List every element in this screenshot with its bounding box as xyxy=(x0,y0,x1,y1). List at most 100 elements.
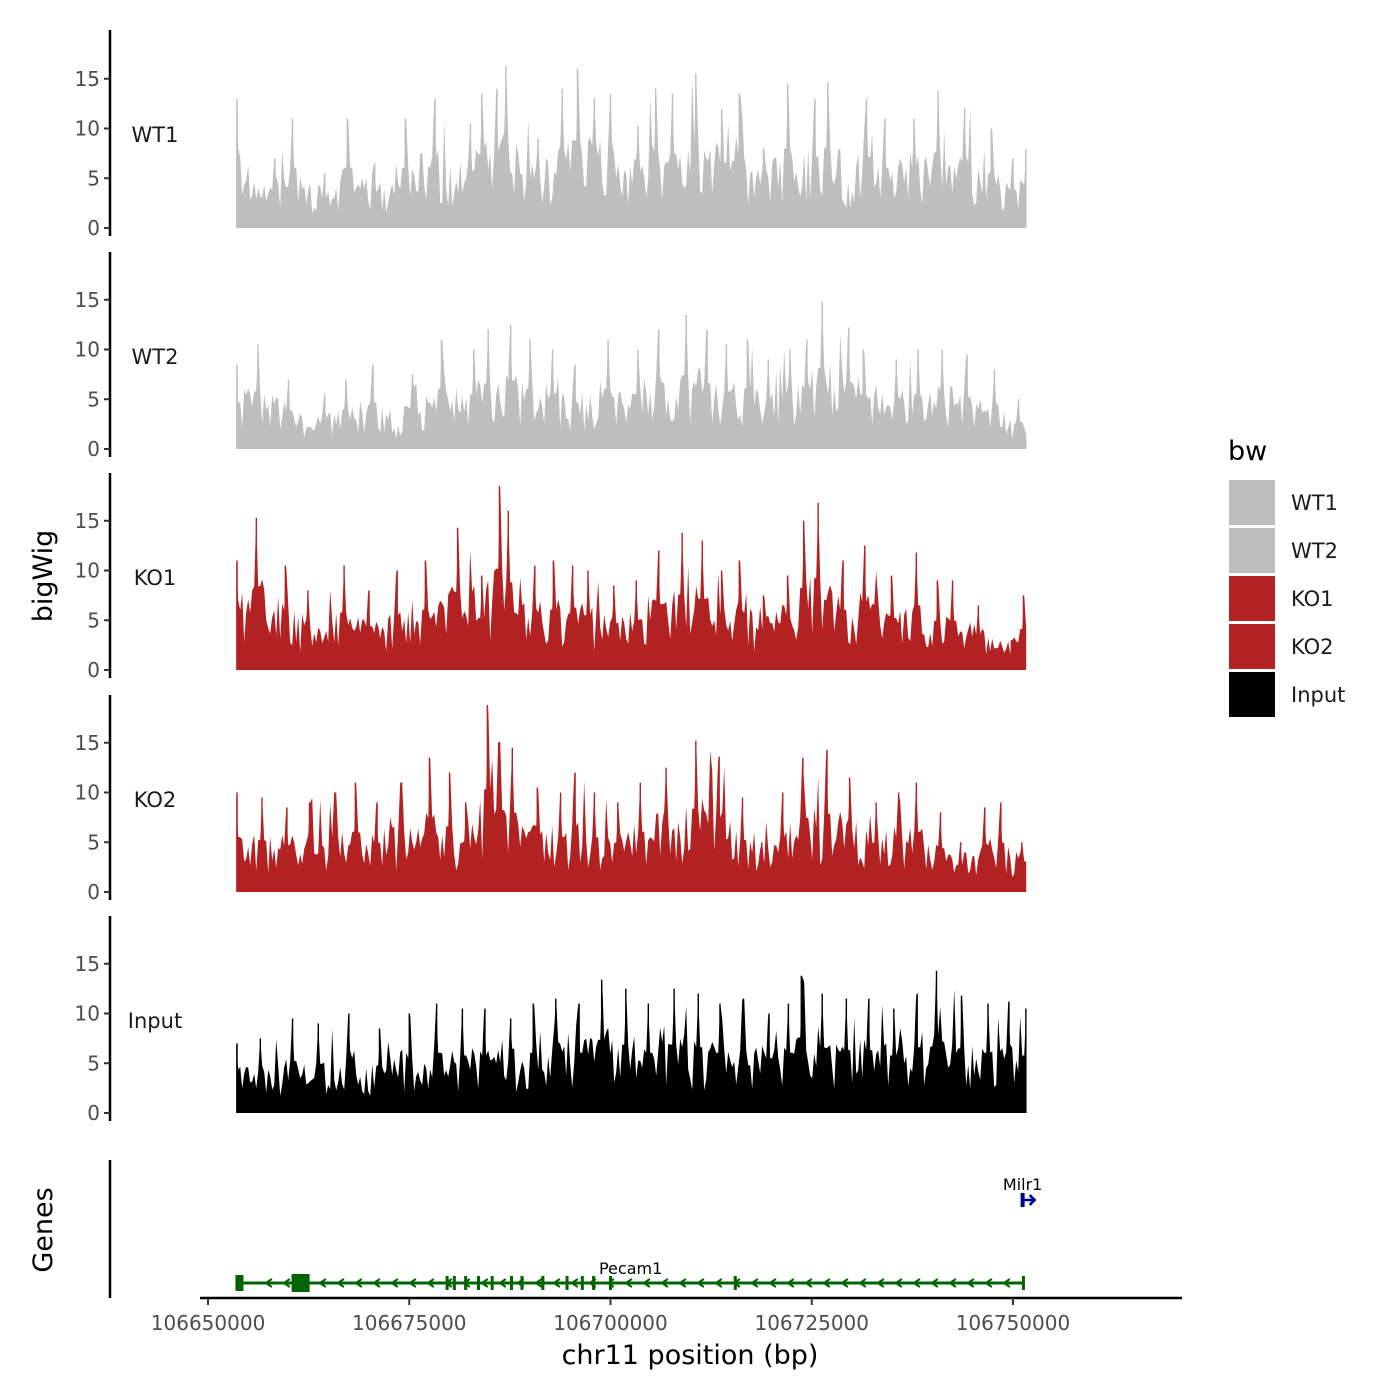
strand-arrow xyxy=(840,1278,849,1288)
legend-swatch xyxy=(1229,528,1275,573)
legend-swatch xyxy=(1229,672,1275,717)
track-label-wt1: WT1 xyxy=(132,123,179,147)
strand-arrow xyxy=(552,1278,561,1288)
bigwig-tracks: 0 5 10 15 WT1 0 5 10 15 WT2 0 5 10 15 KO1 0 5 10 15 KO2 0 5 10… xyxy=(75,30,1027,1125)
y-axis-title-genes: Genes xyxy=(28,1187,59,1272)
y-axis-title-bigwig: bigWig xyxy=(28,530,59,623)
signal-area-ko2 xyxy=(236,704,1027,892)
exon xyxy=(580,1276,584,1290)
y-tick-label: 0 xyxy=(87,216,100,240)
strand-arrow xyxy=(462,1278,471,1288)
exon xyxy=(565,1276,569,1290)
track-label-ko1: KO1 xyxy=(134,566,177,590)
strand-arrow xyxy=(876,1278,885,1288)
track-wt2: 0 5 10 15 WT2 xyxy=(75,252,1027,461)
y-tick-label: 0 xyxy=(87,1101,100,1125)
track-label-input: Input xyxy=(128,1009,182,1033)
exon xyxy=(445,1276,449,1290)
exon xyxy=(733,1276,737,1290)
exon xyxy=(1021,1276,1025,1290)
y-tick-label: 10 xyxy=(75,117,100,141)
exon xyxy=(541,1276,545,1290)
signal-area-input xyxy=(236,970,1027,1113)
strand-arrow xyxy=(786,1278,795,1288)
strand-arrow xyxy=(678,1278,687,1288)
y-tick-label: 5 xyxy=(87,387,100,411)
y-tick-label: 15 xyxy=(75,67,100,91)
gene-track: Pecam1 Milr1 xyxy=(108,1160,1042,1298)
exon xyxy=(452,1276,456,1290)
strand-arrow xyxy=(1024,1194,1037,1206)
strand-arrow xyxy=(390,1278,399,1288)
strand-arrow xyxy=(912,1278,921,1288)
legend-item-wt2: WT2 xyxy=(1229,528,1338,573)
strand-arrow xyxy=(354,1278,363,1288)
legend-item-input: Input xyxy=(1229,672,1345,717)
signal-area-ko1 xyxy=(236,485,1027,670)
strand-arrow xyxy=(264,1278,273,1288)
legend-swatch xyxy=(1229,624,1275,669)
strand-arrow xyxy=(282,1278,291,1288)
exon xyxy=(291,1274,310,1292)
x-tick-label: 106700000 xyxy=(553,1311,668,1335)
x-tick-label: 106750000 xyxy=(956,1311,1071,1335)
gene-pecam1: Pecam1 xyxy=(235,1259,1025,1292)
y-tick-label: 5 xyxy=(87,608,100,632)
strand-arrow xyxy=(1002,1278,1011,1288)
strand-arrow xyxy=(894,1278,903,1288)
track-wt1: 0 5 10 15 WT1 xyxy=(75,30,1027,240)
strand-arrow xyxy=(642,1278,651,1288)
legend-label: WT2 xyxy=(1291,539,1338,563)
strand-arrow xyxy=(984,1278,993,1288)
y-tick-label: 10 xyxy=(75,1002,100,1026)
y-tick-label: 10 xyxy=(75,338,100,362)
gene-milr1: Milr1 xyxy=(1003,1175,1042,1207)
strand-arrow xyxy=(570,1278,579,1288)
exon xyxy=(592,1276,596,1290)
y-tick-label: 0 xyxy=(87,658,100,682)
strand-arrow xyxy=(372,1278,381,1288)
strand-arrow xyxy=(426,1278,435,1288)
strand-arrow xyxy=(534,1278,543,1288)
legend-swatch xyxy=(1229,576,1275,621)
signal-area-wt1 xyxy=(236,65,1027,228)
track-label-wt2: WT2 xyxy=(132,345,179,369)
y-tick-label: 5 xyxy=(87,1051,100,1075)
exon xyxy=(490,1276,494,1290)
y-tick-label: 10 xyxy=(75,781,100,805)
strand-arrow xyxy=(930,1278,939,1288)
signal-area-wt2 xyxy=(236,301,1027,449)
x-axis: 106650000 106675000 106700000 106725000 1067… xyxy=(151,1296,1182,1335)
strand-arrow xyxy=(624,1278,633,1288)
exon xyxy=(510,1276,514,1290)
legend-title: bw xyxy=(1228,436,1267,467)
y-tick-label: 5 xyxy=(87,830,100,854)
strand-arrow xyxy=(480,1278,489,1288)
legend-label: KO2 xyxy=(1291,635,1334,659)
y-tick-label: 0 xyxy=(87,437,100,461)
track-input: 0 5 10 15 Input xyxy=(75,916,1027,1125)
exon xyxy=(477,1276,481,1290)
track-label-ko2: KO2 xyxy=(134,788,177,812)
strand-arrow xyxy=(966,1278,975,1288)
legend-label: KO1 xyxy=(1291,587,1334,611)
legend: bw WT1 WT2 KO1 KO2 Input xyxy=(1228,436,1345,717)
legend-label: Input xyxy=(1291,683,1345,707)
y-tick-label: 15 xyxy=(75,509,100,533)
y-tick-label: 15 xyxy=(75,288,100,312)
strand-arrow xyxy=(660,1278,669,1288)
y-tick-label: 15 xyxy=(75,952,100,976)
strand-arrow xyxy=(318,1278,327,1288)
exon xyxy=(520,1276,524,1290)
y-tick-label: 15 xyxy=(75,731,100,755)
strand-arrow xyxy=(750,1278,759,1288)
legend-item-ko1: KO1 xyxy=(1229,576,1334,621)
strand-arrow xyxy=(822,1278,831,1288)
strand-arrow xyxy=(804,1278,813,1288)
strand-arrow xyxy=(858,1278,867,1288)
legend-label: WT1 xyxy=(1291,491,1338,515)
strand-arrow xyxy=(768,1278,777,1288)
legend-item-wt1: WT1 xyxy=(1229,480,1338,525)
legend-swatch xyxy=(1229,480,1275,525)
